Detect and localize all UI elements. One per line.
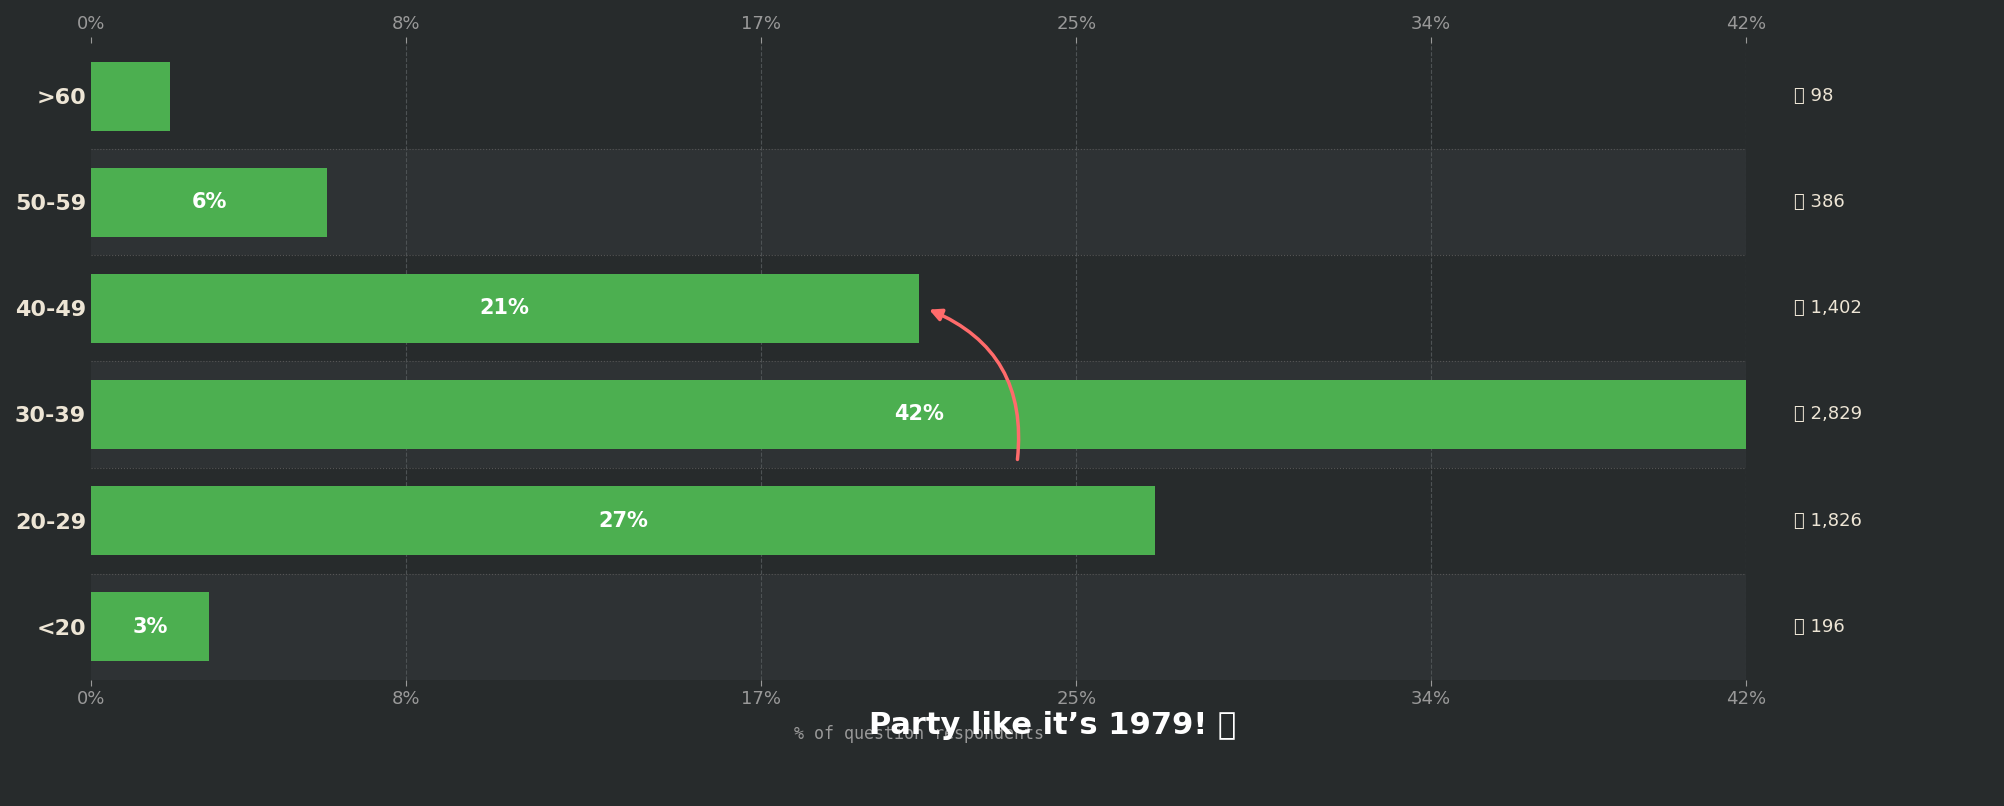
Text: 👤 196: 👤 196: [1794, 617, 1844, 636]
Bar: [90, 574, 1745, 679]
Text: 👤 98: 👤 98: [1794, 87, 1834, 106]
Bar: [90, 168, 327, 237]
Bar: [90, 592, 208, 661]
Text: 👤 2,829: 👤 2,829: [1794, 405, 1862, 423]
Text: 42%: 42%: [894, 405, 944, 425]
Bar: [90, 486, 1154, 555]
Bar: [90, 361, 1745, 467]
Bar: [90, 44, 1745, 149]
Bar: [90, 256, 1745, 361]
Bar: [90, 380, 1745, 449]
Bar: [90, 274, 918, 343]
X-axis label: % of question respondents: % of question respondents: [794, 725, 1044, 742]
Bar: [90, 149, 1745, 256]
Text: 3%: 3%: [132, 617, 168, 637]
Text: 👤 1,826: 👤 1,826: [1794, 512, 1862, 530]
Text: Party like it’s 1979! 🎉: Party like it’s 1979! 🎉: [868, 711, 1236, 740]
Text: 27%: 27%: [597, 510, 647, 530]
Text: 👤 1,402: 👤 1,402: [1794, 300, 1862, 318]
Text: 21%: 21%: [479, 298, 529, 318]
Text: 6%: 6%: [192, 193, 226, 213]
Text: 👤 386: 👤 386: [1794, 193, 1844, 211]
Bar: [90, 467, 1745, 574]
Bar: [90, 62, 170, 131]
